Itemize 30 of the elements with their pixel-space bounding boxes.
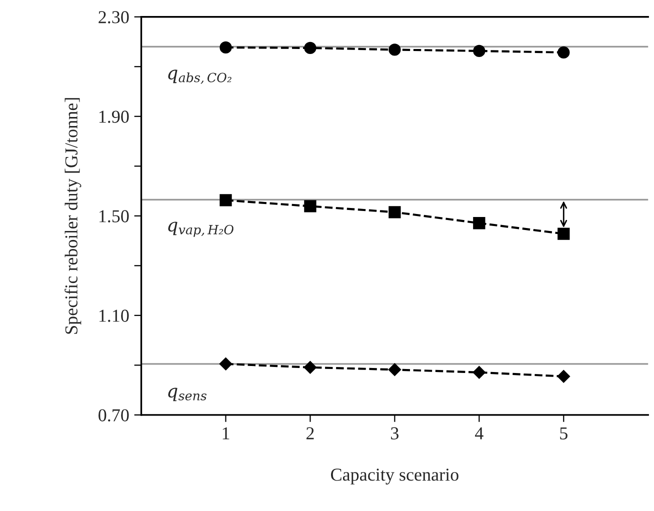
x-axis-title: Capacity scenario [331,468,458,484]
point [558,46,570,59]
point [558,228,570,240]
y-tick-label: 1.90 [99,110,129,123]
point [304,361,317,374]
point [473,44,486,58]
y-axis-title: Specific reboiler duty [GJ/tonne] [64,98,82,334]
y-tick-label: 1.10 [99,310,129,322]
point [220,41,232,54]
y-tick-label: 2.30 [98,11,129,24]
point [473,217,486,230]
y-tick-label: 0.70 [98,409,129,422]
annotation: q$_{vap,H₂O}$ [168,222,234,237]
point [472,366,486,379]
x-tick-label: 2 [306,427,314,440]
point [304,42,316,54]
x-tick-label: 3 [391,427,398,440]
point [388,363,402,376]
x-tick-label: 1 [222,427,230,440]
point [220,194,232,206]
point [557,370,570,383]
point [219,358,232,370]
x-tick-label: 4 [475,427,484,440]
annotation: q$_{sens}$ [168,388,206,402]
y-tick-label: 1.50 [99,210,129,222]
point [304,200,316,212]
x-tick-label: 5 [560,427,568,440]
point [388,44,401,56]
point [388,206,401,218]
annotation: q$_{abs,CO₂}$ [168,70,232,84]
